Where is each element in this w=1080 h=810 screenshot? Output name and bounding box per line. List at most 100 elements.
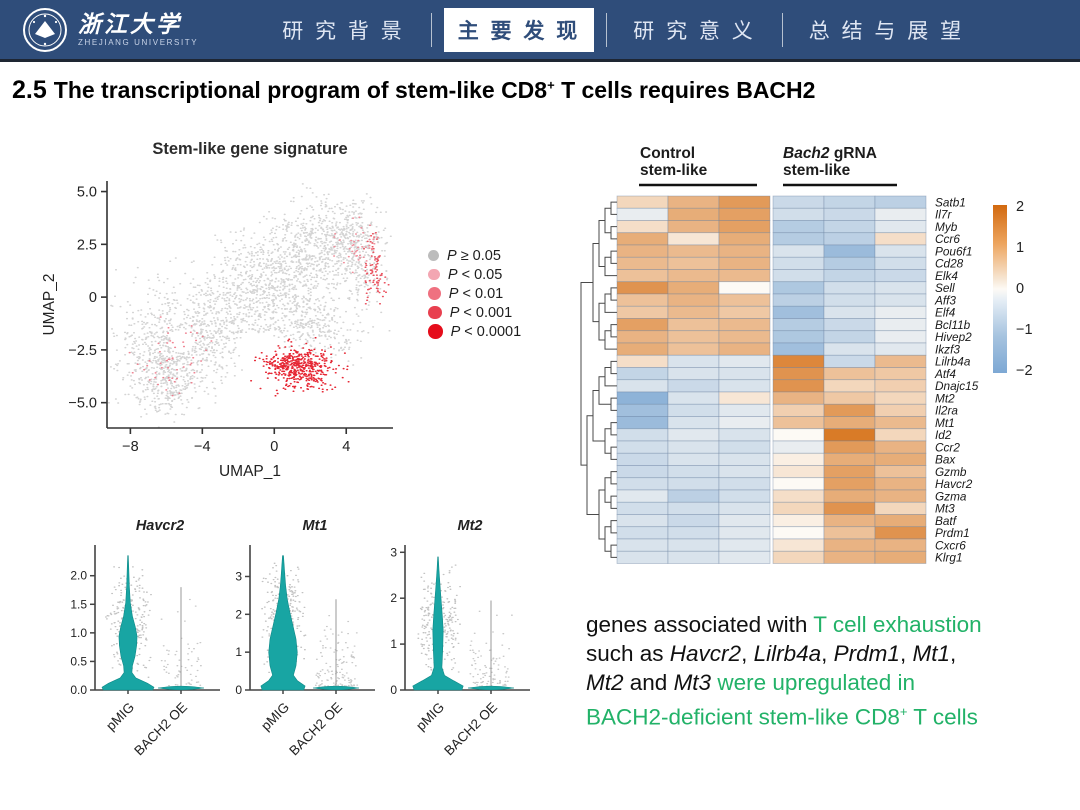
caption-text: genes associated with T cell exhaustion s… <box>586 610 1078 732</box>
slide-title-number: 2.5 <box>12 76 47 104</box>
svg-text:Mt2: Mt2 <box>458 518 483 534</box>
svg-text:Batf: Batf <box>935 514 958 528</box>
svg-text:Mt1: Mt1 <box>935 416 955 430</box>
university-logo: 浙江大学 ZHEJIANG UNIVERSITY <box>22 7 198 53</box>
svg-text:Dnajc15: Dnajc15 <box>935 379 979 393</box>
svg-text:UMAP_1: UMAP_1 <box>219 463 281 480</box>
svg-text:0.5: 0.5 <box>70 654 87 668</box>
svg-text:−2.5: −2.5 <box>68 343 97 359</box>
svg-text:−5.0: −5.0 <box>68 396 97 412</box>
slide-title-text: The transcriptional program of stem-like… <box>53 77 548 103</box>
svg-text:Gzma: Gzma <box>935 489 967 503</box>
svg-text:1.0: 1.0 <box>70 626 87 640</box>
svg-text:Mt2: Mt2 <box>935 391 955 405</box>
svg-text:1: 1 <box>1016 240 1024 256</box>
svg-text:Control: Control <box>640 145 695 162</box>
umap-pvalue-legend: P ≥ 0.05 P < 0.05 P < 0.01 P < 0.001 P < 0.0… <box>428 246 521 341</box>
top-navbar: 浙江大学 ZHEJIANG UNIVERSITY 研 究 背 景 主 要 发 现… <box>0 0 1080 62</box>
svg-text:Ccr6: Ccr6 <box>935 232 960 246</box>
svg-text:0: 0 <box>89 290 97 306</box>
legend-item: P < 0.05 <box>428 265 521 284</box>
nav-tab-research-significance[interactable]: 研 究 意 义 <box>633 19 756 43</box>
svg-text:UMAP_2: UMAP_2 <box>41 273 58 335</box>
svg-text:Havcr2: Havcr2 <box>136 518 184 534</box>
svg-text:0: 0 <box>390 683 397 697</box>
svg-text:1: 1 <box>390 637 397 651</box>
svg-text:BACH2 OE: BACH2 OE <box>441 700 500 759</box>
svg-text:pMIG: pMIG <box>103 700 137 734</box>
svg-text:Hivep2: Hivep2 <box>935 330 972 344</box>
svg-text:Aff3: Aff3 <box>934 293 956 307</box>
svg-text:2: 2 <box>390 591 397 605</box>
legend-item: P ≥ 0.05 <box>428 246 521 265</box>
legend-item: P < 0.0001 <box>428 322 521 341</box>
svg-text:2: 2 <box>235 607 242 621</box>
nav-tab-summary-outlook[interactable]: 总 结 与 展 望 <box>808 19 965 43</box>
svg-text:3: 3 <box>390 545 397 559</box>
svg-text:0: 0 <box>235 683 242 697</box>
umap-scatter-plot: Stem-like gene signature 5.0 2.5 0 −2.5 −5.0 −… <box>41 140 393 480</box>
svg-text:stem-like: stem-like <box>640 162 708 179</box>
heatmap-cells <box>616 195 927 564</box>
dendrogram <box>580 201 617 558</box>
svg-text:Myb: Myb <box>935 220 958 234</box>
svg-text:Sell: Sell <box>935 281 955 295</box>
svg-text:Bcl11b: Bcl11b <box>935 318 971 332</box>
svg-text:5.0: 5.0 <box>77 185 97 201</box>
svg-text:2.0: 2.0 <box>70 569 87 583</box>
slide-title-sup: + <box>547 77 555 93</box>
svg-text:Cxcr6: Cxcr6 <box>935 538 966 552</box>
svg-text:Satb1: Satb1 <box>935 195 966 209</box>
caption-line: Mt2 and Mt3 were upregulated in <box>586 670 915 695</box>
nav-divider <box>606 12 608 47</box>
nav-tab-main-findings[interactable]: 主 要 发 现 <box>443 7 595 52</box>
nav-tabs: 研 究 背 景 主 要 发 现 研 究 意 义 总 结 与 展 望 <box>268 7 978 52</box>
svg-text:Mt3: Mt3 <box>935 502 955 516</box>
svg-text:0: 0 <box>270 439 278 455</box>
umap-points <box>106 183 392 428</box>
slide-title-text2: T cells requires BACH2 <box>554 77 816 103</box>
caption-line: such as Havcr2, Lilrb4a, Prdm1, Mt1, <box>586 641 957 666</box>
svg-text:Il2ra: Il2ra <box>935 404 958 418</box>
legend-item: P < 0.001 <box>428 303 521 322</box>
svg-text:0: 0 <box>1016 281 1024 297</box>
svg-text:−1: −1 <box>1016 322 1033 338</box>
svg-text:BACH2 OE: BACH2 OE <box>131 700 190 759</box>
caption-line: genes associated with T cell exhaustion <box>586 612 982 637</box>
university-name-en: ZHEJIANG UNIVERSITY <box>78 37 199 47</box>
svg-text:0.0: 0.0 <box>70 683 87 697</box>
svg-text:Id2: Id2 <box>935 428 952 442</box>
svg-text:−2: −2 <box>1016 363 1033 379</box>
svg-text:1.5: 1.5 <box>70 597 87 611</box>
svg-text:Pou6f1: Pou6f1 <box>935 244 972 258</box>
caption-line: BACH2-deficient stem-like CD8+ T cells <box>586 704 978 730</box>
svg-text:Stem-like gene signature: Stem-like gene signature <box>152 140 347 158</box>
svg-text:Klrg1: Klrg1 <box>935 551 963 565</box>
svg-text:pMIG: pMIG <box>413 700 447 734</box>
svg-text:Bach2 gRNA: Bach2 gRNA <box>783 145 877 162</box>
svg-text:2.5: 2.5 <box>77 237 97 253</box>
svg-text:Lilrb4a: Lilrb4a <box>935 355 971 369</box>
svg-text:Elf4: Elf4 <box>935 306 956 320</box>
svg-text:2: 2 <box>1016 199 1024 215</box>
university-logo-text: 浙江大学 ZHEJIANG UNIVERSITY <box>78 13 198 47</box>
nav-tab-research-background[interactable]: 研 究 背 景 <box>282 19 405 43</box>
svg-text:Gzmb: Gzmb <box>935 465 967 479</box>
nav-divider <box>430 12 432 47</box>
svg-text:3: 3 <box>235 569 242 583</box>
svg-text:Bax: Bax <box>935 453 956 467</box>
svg-text:BACH2 OE: BACH2 OE <box>286 700 345 759</box>
svg-text:Elk4: Elk4 <box>935 269 958 283</box>
legend-item: P < 0.01 <box>428 284 521 303</box>
university-seal-icon <box>23 7 67 52</box>
svg-text:−4: −4 <box>194 439 211 455</box>
university-name-cn: 浙江大学 <box>78 10 182 38</box>
svg-text:Havcr2: Havcr2 <box>935 477 973 491</box>
svg-text:stem-like: stem-like <box>783 162 851 179</box>
